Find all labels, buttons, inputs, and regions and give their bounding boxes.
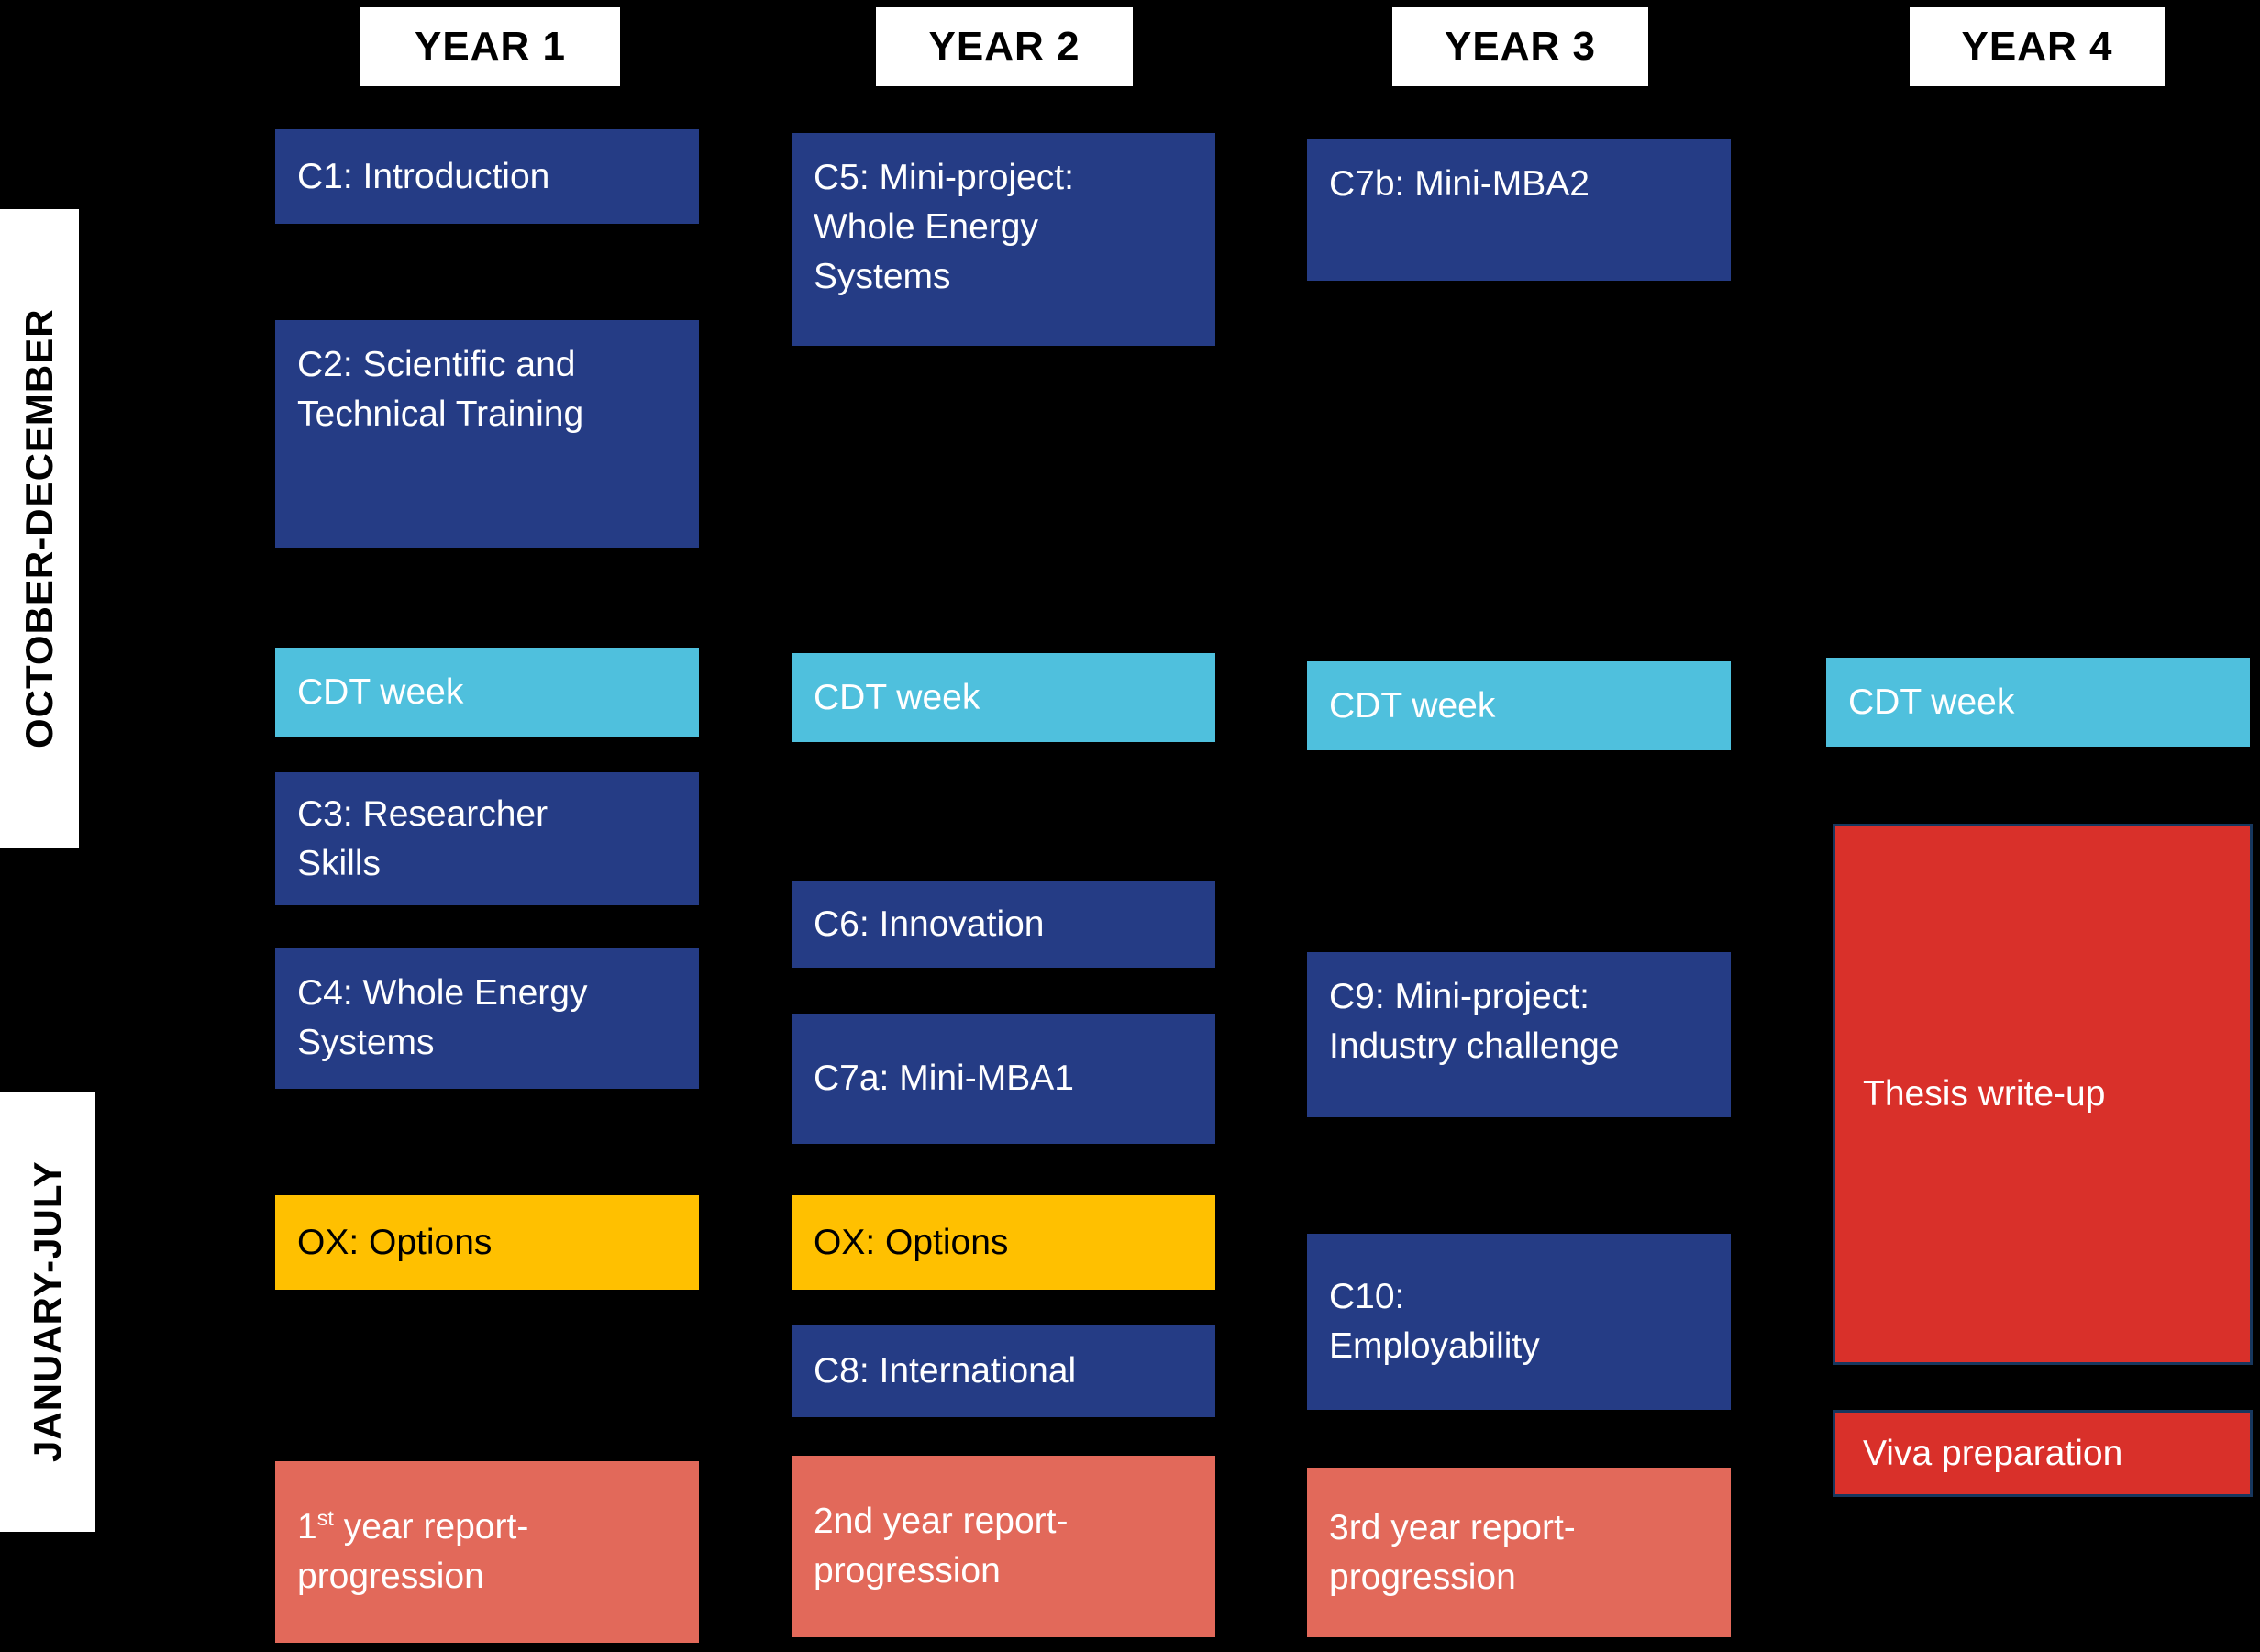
course-c4-whole-energy-systems: C4: Whole Energy Systems xyxy=(275,948,699,1089)
options-year2: OX: Options xyxy=(792,1195,1215,1290)
course-c2-scientific-technical-training: C2: Scientific and Technical Training xyxy=(275,320,699,548)
second-year-report-line2: progression xyxy=(814,1551,1001,1591)
october-december-label: OCTOBER-DECEMBER xyxy=(0,209,79,848)
third-year-report-line2: progression xyxy=(1329,1557,1516,1597)
course-c3-label-line1: C3: Researcher xyxy=(297,793,548,834)
course-c7a-label: C7a: Mini-MBA1 xyxy=(814,1059,1074,1099)
milestone-second-year-report: 2nd year report- progression xyxy=(792,1456,1215,1637)
course-c7a-mini-mba1: C7a: Mini-MBA1 xyxy=(792,1014,1215,1144)
first-year-report-line1: 1st year report- xyxy=(297,1502,688,1552)
thesis-write-up-label: Thesis write-up xyxy=(1863,1074,2106,1114)
cdt-week-year2-label: CDT week xyxy=(814,677,980,717)
course-c5-label-line3: Systems xyxy=(814,256,951,296)
second-year-report-line1: 2nd year report- xyxy=(814,1502,1069,1542)
course-c7b-mini-mba2: C7b: Mini-MBA2 xyxy=(1307,139,1731,281)
course-c8-international: C8: International xyxy=(792,1325,1215,1417)
october-december-text: OCTOBER-DECEMBER xyxy=(17,308,61,748)
course-c2-label-line1: C2: Scientific and xyxy=(297,345,576,384)
year4-header-label: YEAR 4 xyxy=(1961,24,2113,69)
year4-header: YEAR 4 xyxy=(1910,7,2165,86)
course-c3-researcher-skills: C3: Researcher Skills xyxy=(275,772,699,905)
course-c10-label-line1: C10: xyxy=(1329,1277,1405,1317)
cdt-week-year2: CDT week xyxy=(792,653,1215,742)
course-c3-label-line2: Skills xyxy=(297,843,382,883)
year2-header: YEAR 2 xyxy=(876,7,1133,86)
first-year-report-line2: progression xyxy=(297,1557,484,1596)
course-c6-innovation: C6: Innovation xyxy=(792,881,1215,968)
year3-header: YEAR 3 xyxy=(1392,7,1648,86)
course-c4-label-line1: C4: Whole Energy xyxy=(297,973,588,1014)
course-c7b-label: C7b: Mini-MBA2 xyxy=(1329,164,1590,204)
viva-preparation-block: Viva preparation xyxy=(1833,1410,2253,1497)
course-c9-label-line2: Industry challenge xyxy=(1329,1026,1620,1066)
options-year1: OX: Options xyxy=(275,1195,699,1290)
first-year-report-ordinal: st xyxy=(316,1506,334,1531)
course-c5-label-line2: Whole Energy xyxy=(814,206,1038,247)
course-c6-label: C6: Innovation xyxy=(814,904,1045,944)
first-year-report-rest: year report- xyxy=(333,1507,529,1547)
cdt-week-year3: CDT week xyxy=(1307,661,1731,750)
year1-header-label: YEAR 1 xyxy=(415,24,566,69)
course-c4-label-line2: Systems xyxy=(297,1023,435,1062)
course-c9-mini-project-industry-challenge: C9: Mini-project: Industry challenge xyxy=(1307,952,1731,1117)
thesis-write-up-block: Thesis write-up xyxy=(1833,824,2253,1365)
options-year2-label: OX: Options xyxy=(814,1222,1009,1262)
year2-header-label: YEAR 2 xyxy=(928,24,1080,69)
january-july-label: JANUARY-JULY xyxy=(0,1092,95,1532)
cdt-week-year1: CDT week xyxy=(275,648,699,737)
course-c1-label: C1: Introduction xyxy=(297,156,550,196)
milestone-first-year-report: 1st year report- progression xyxy=(275,1461,699,1643)
year1-header: YEAR 1 xyxy=(360,7,620,86)
course-c10-employability: C10: Employability xyxy=(1307,1234,1731,1410)
cdt-week-year4: CDT week xyxy=(1826,658,2250,747)
course-c8-label: C8: International xyxy=(814,1351,1077,1391)
cdt-week-year3-label: CDT week xyxy=(1329,685,1496,726)
course-c2-label-line2: Technical Training xyxy=(297,394,584,434)
year3-header-label: YEAR 3 xyxy=(1445,24,1596,69)
third-year-report-line1: 3rd year report- xyxy=(1329,1507,1576,1547)
first-year-report-num: 1 xyxy=(297,1507,317,1547)
course-c5-mini-project-whole-energy-systems: C5: Mini-project: Whole Energy Systems xyxy=(792,133,1215,346)
course-c5-label-line1: C5: Mini-project: xyxy=(814,158,1074,197)
cdt-week-year1-label: CDT week xyxy=(297,671,464,712)
milestone-third-year-report: 3rd year report- progression xyxy=(1307,1468,1731,1637)
cdt-week-year4-label: CDT week xyxy=(1848,682,2015,722)
course-c10-label-line2: Employability xyxy=(1329,1326,1540,1366)
viva-preparation-label: Viva preparation xyxy=(1863,1433,2123,1473)
course-c9-label-line1: C9: Mini-project: xyxy=(1329,977,1590,1016)
january-july-text: JANUARY-JULY xyxy=(26,1160,69,1463)
course-c1-introduction: C1: Introduction xyxy=(275,129,699,224)
options-year1-label: OX: Options xyxy=(297,1222,493,1262)
